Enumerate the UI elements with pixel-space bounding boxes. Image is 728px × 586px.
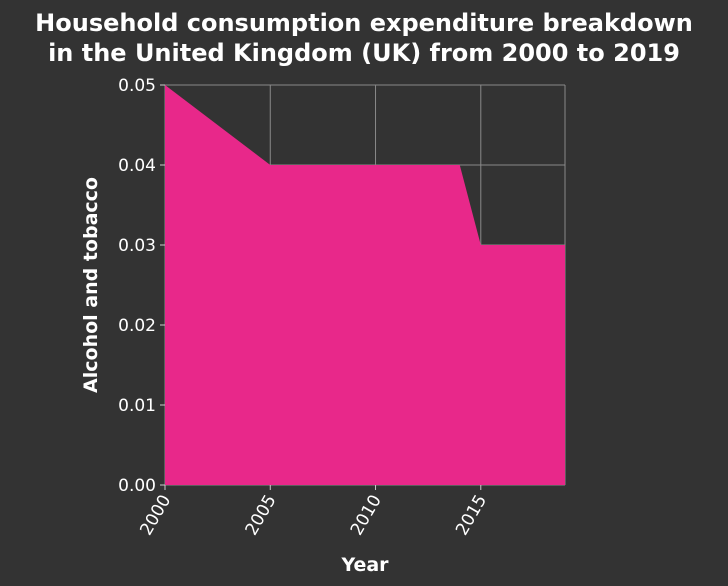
y-tick-label: 0.01: [118, 396, 156, 416]
area-series-0: [165, 85, 565, 485]
plot-area: [165, 85, 565, 485]
x-axis-label: Year: [340, 554, 389, 576]
x-tick-label: 2000: [136, 492, 175, 539]
y-axis-label: Alcohol and tobacco: [80, 177, 102, 393]
y-tick-label: 0.00: [118, 476, 156, 496]
y-tick-label: 0.05: [118, 76, 156, 96]
chart-title-line-2: in the United Kingdom (UK) from 2000 to …: [48, 39, 680, 67]
y-tick-label: 0.03: [118, 236, 156, 256]
y-tick-label: 0.02: [118, 316, 156, 336]
chart-title-line-1: Household consumption expenditure breakd…: [35, 9, 693, 37]
x-tick-label: 2010: [347, 492, 386, 539]
x-tick-label: 2015: [452, 491, 491, 538]
x-tick-label: 2005: [242, 492, 281, 539]
y-tick-label: 0.04: [118, 156, 156, 176]
